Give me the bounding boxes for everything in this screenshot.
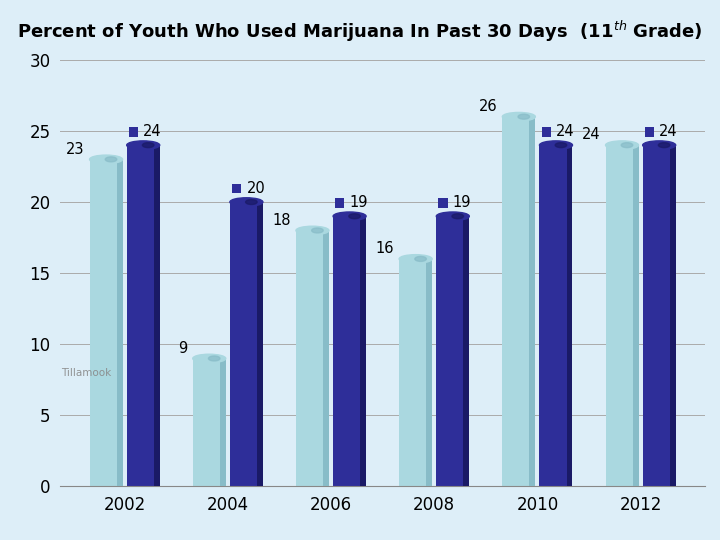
Ellipse shape xyxy=(89,155,122,164)
Bar xyxy=(257,202,263,487)
Bar xyxy=(333,216,366,487)
Bar xyxy=(230,202,263,487)
Bar xyxy=(529,117,536,487)
Bar xyxy=(633,145,639,487)
Bar xyxy=(154,145,160,487)
Bar xyxy=(296,231,329,487)
Ellipse shape xyxy=(643,141,675,150)
Text: 9: 9 xyxy=(179,341,188,356)
Bar xyxy=(193,359,226,487)
Bar xyxy=(606,145,639,487)
Text: 20: 20 xyxy=(246,181,265,196)
Text: Tillamook: Tillamook xyxy=(60,368,111,377)
Ellipse shape xyxy=(312,228,323,233)
Bar xyxy=(323,231,329,487)
Ellipse shape xyxy=(658,143,670,147)
Text: 26: 26 xyxy=(479,99,498,114)
Bar xyxy=(567,145,572,487)
Bar xyxy=(399,259,432,487)
Bar xyxy=(127,145,160,487)
Ellipse shape xyxy=(193,354,226,363)
Text: 24: 24 xyxy=(556,124,575,139)
Bar xyxy=(117,159,122,487)
Text: 24: 24 xyxy=(582,127,600,143)
Bar xyxy=(360,216,366,487)
Text: 23: 23 xyxy=(66,141,84,157)
Text: 16: 16 xyxy=(375,241,394,256)
Ellipse shape xyxy=(621,143,633,147)
Text: 18: 18 xyxy=(272,213,291,228)
Bar xyxy=(503,117,536,487)
Ellipse shape xyxy=(105,157,117,162)
Ellipse shape xyxy=(143,143,154,147)
Bar xyxy=(89,159,122,487)
Text: 24: 24 xyxy=(660,124,678,139)
Bar xyxy=(426,259,432,487)
Ellipse shape xyxy=(246,200,257,205)
Bar xyxy=(436,216,469,487)
Text: 19: 19 xyxy=(453,195,472,210)
Text: 24: 24 xyxy=(143,124,162,139)
Ellipse shape xyxy=(436,212,469,220)
Ellipse shape xyxy=(555,143,567,147)
Ellipse shape xyxy=(503,112,536,121)
Ellipse shape xyxy=(606,141,639,150)
Text: 19: 19 xyxy=(350,195,368,210)
FancyBboxPatch shape xyxy=(438,198,448,208)
Ellipse shape xyxy=(518,114,530,119)
Ellipse shape xyxy=(208,356,220,361)
Ellipse shape xyxy=(539,141,572,150)
Ellipse shape xyxy=(296,226,329,235)
FancyBboxPatch shape xyxy=(129,127,138,137)
Ellipse shape xyxy=(348,214,360,219)
Bar xyxy=(464,216,469,487)
Bar xyxy=(643,145,675,487)
FancyBboxPatch shape xyxy=(335,198,344,208)
Bar xyxy=(539,145,572,487)
Ellipse shape xyxy=(399,255,432,263)
Ellipse shape xyxy=(333,212,366,220)
Text: Percent of Youth Who Used Marijuana In Past 30 Days  (11$^{th}$ Grade): Percent of Youth Who Used Marijuana In P… xyxy=(17,19,703,44)
Ellipse shape xyxy=(230,198,263,206)
Ellipse shape xyxy=(452,214,464,219)
FancyBboxPatch shape xyxy=(232,184,241,193)
FancyBboxPatch shape xyxy=(644,127,654,137)
Ellipse shape xyxy=(415,256,426,261)
Bar xyxy=(220,359,226,487)
Ellipse shape xyxy=(127,141,160,150)
FancyBboxPatch shape xyxy=(541,127,551,137)
Bar xyxy=(670,145,675,487)
